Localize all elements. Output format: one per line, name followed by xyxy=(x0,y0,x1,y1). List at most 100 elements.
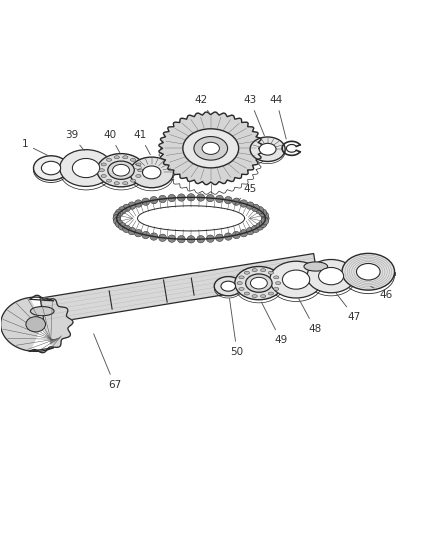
Text: 1: 1 xyxy=(21,139,49,156)
Ellipse shape xyxy=(113,164,129,176)
Ellipse shape xyxy=(60,150,112,187)
Ellipse shape xyxy=(251,269,257,272)
Ellipse shape xyxy=(260,295,265,297)
Ellipse shape xyxy=(167,235,175,243)
Ellipse shape xyxy=(275,281,280,285)
Ellipse shape xyxy=(201,142,219,155)
Ellipse shape xyxy=(268,292,273,295)
Ellipse shape xyxy=(138,169,143,172)
Ellipse shape xyxy=(141,231,149,239)
Ellipse shape xyxy=(232,198,240,205)
Ellipse shape xyxy=(26,317,46,332)
Ellipse shape xyxy=(341,253,394,290)
Ellipse shape xyxy=(106,179,111,182)
Ellipse shape xyxy=(244,292,249,295)
Ellipse shape xyxy=(106,158,111,161)
Ellipse shape xyxy=(215,234,223,241)
Ellipse shape xyxy=(246,228,253,235)
Text: 48: 48 xyxy=(298,298,321,334)
Text: 45: 45 xyxy=(234,183,256,205)
Text: 43: 43 xyxy=(243,95,264,136)
Text: 42: 42 xyxy=(194,95,209,113)
Ellipse shape xyxy=(134,230,142,237)
Ellipse shape xyxy=(118,223,126,230)
Ellipse shape xyxy=(251,204,259,212)
Ellipse shape xyxy=(122,182,128,185)
Ellipse shape xyxy=(134,200,142,207)
Ellipse shape xyxy=(258,220,266,228)
Ellipse shape xyxy=(196,236,204,243)
Ellipse shape xyxy=(130,158,135,161)
Polygon shape xyxy=(1,295,73,353)
Ellipse shape xyxy=(318,268,343,285)
Text: 39: 39 xyxy=(65,130,84,151)
Ellipse shape xyxy=(250,277,267,289)
Ellipse shape xyxy=(261,217,268,225)
Ellipse shape xyxy=(220,281,235,291)
Ellipse shape xyxy=(123,204,130,212)
Ellipse shape xyxy=(150,233,157,240)
Ellipse shape xyxy=(135,174,141,177)
Text: 67: 67 xyxy=(93,334,121,390)
Ellipse shape xyxy=(306,260,354,293)
Ellipse shape xyxy=(255,223,263,230)
Ellipse shape xyxy=(196,194,204,201)
Ellipse shape xyxy=(158,195,166,203)
Ellipse shape xyxy=(128,228,136,235)
Text: 50: 50 xyxy=(229,298,243,357)
Ellipse shape xyxy=(142,166,160,179)
Ellipse shape xyxy=(206,195,214,202)
Ellipse shape xyxy=(215,195,223,203)
Ellipse shape xyxy=(239,200,247,207)
Ellipse shape xyxy=(130,157,173,188)
Ellipse shape xyxy=(238,287,244,290)
Ellipse shape xyxy=(182,129,238,168)
Ellipse shape xyxy=(269,261,321,298)
Ellipse shape xyxy=(303,262,327,271)
Ellipse shape xyxy=(214,277,242,296)
Ellipse shape xyxy=(150,197,157,204)
Text: 47: 47 xyxy=(335,293,360,322)
Ellipse shape xyxy=(122,156,128,159)
Ellipse shape xyxy=(237,281,242,285)
Polygon shape xyxy=(40,254,317,324)
Ellipse shape xyxy=(260,269,265,272)
Ellipse shape xyxy=(33,156,68,180)
Ellipse shape xyxy=(224,233,232,240)
Text: 44: 44 xyxy=(269,95,286,139)
Ellipse shape xyxy=(268,271,273,274)
Ellipse shape xyxy=(130,179,135,182)
Ellipse shape xyxy=(114,182,119,185)
Ellipse shape xyxy=(115,220,123,228)
Text: 46: 46 xyxy=(370,286,392,300)
Ellipse shape xyxy=(246,202,253,209)
Ellipse shape xyxy=(234,266,283,300)
Ellipse shape xyxy=(258,209,266,217)
Ellipse shape xyxy=(261,212,268,220)
Ellipse shape xyxy=(123,225,130,232)
Ellipse shape xyxy=(224,197,232,204)
Ellipse shape xyxy=(187,193,194,201)
Ellipse shape xyxy=(158,234,166,241)
Ellipse shape xyxy=(113,214,120,222)
Ellipse shape xyxy=(167,195,175,202)
Ellipse shape xyxy=(273,287,278,290)
Ellipse shape xyxy=(141,198,149,205)
Ellipse shape xyxy=(356,263,379,280)
Ellipse shape xyxy=(30,306,54,316)
Ellipse shape xyxy=(273,276,278,279)
Ellipse shape xyxy=(250,137,285,161)
Ellipse shape xyxy=(108,161,134,180)
Ellipse shape xyxy=(261,214,268,222)
Ellipse shape xyxy=(118,207,126,214)
Ellipse shape xyxy=(238,276,244,279)
Ellipse shape xyxy=(115,209,123,217)
Ellipse shape xyxy=(187,236,194,243)
Ellipse shape xyxy=(99,169,104,172)
Ellipse shape xyxy=(101,174,106,177)
Ellipse shape xyxy=(232,231,240,239)
Ellipse shape xyxy=(114,156,119,159)
Ellipse shape xyxy=(244,271,249,274)
Ellipse shape xyxy=(177,236,185,243)
Ellipse shape xyxy=(239,230,247,237)
